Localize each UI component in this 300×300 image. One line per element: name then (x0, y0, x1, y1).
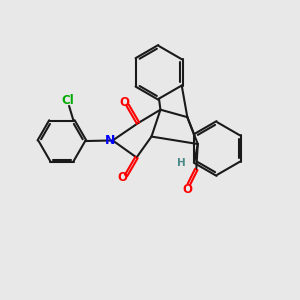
Text: Cl: Cl (61, 94, 74, 107)
Text: O: O (182, 183, 192, 196)
Text: O: O (119, 96, 129, 109)
Text: H: H (177, 158, 186, 168)
Text: N: N (105, 134, 116, 147)
Text: O: O (118, 171, 128, 184)
